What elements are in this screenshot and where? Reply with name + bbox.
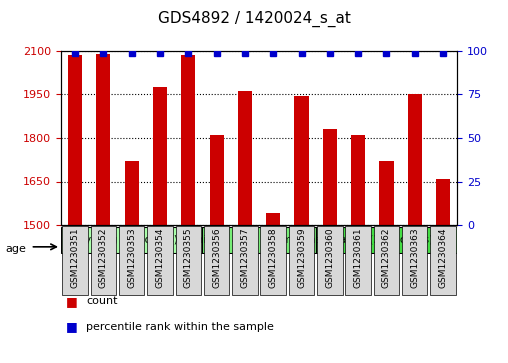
Bar	[295, 96, 309, 225]
Text: GSM1230354: GSM1230354	[155, 227, 165, 288]
FancyBboxPatch shape	[176, 226, 201, 295]
Bar	[436, 179, 450, 225]
Text: GSM1230363: GSM1230363	[410, 227, 419, 288]
Text: GSM1230358: GSM1230358	[269, 227, 278, 288]
FancyBboxPatch shape	[289, 226, 314, 295]
FancyBboxPatch shape	[374, 226, 399, 295]
Text: GSM1230360: GSM1230360	[325, 227, 334, 288]
Text: GSM1230361: GSM1230361	[354, 227, 363, 288]
FancyBboxPatch shape	[402, 226, 428, 295]
Text: ■: ■	[66, 320, 78, 333]
Bar	[323, 129, 337, 225]
FancyBboxPatch shape	[315, 227, 457, 253]
Text: young (2 months): young (2 months)	[85, 234, 178, 245]
Text: age: age	[5, 244, 26, 254]
Bar	[181, 55, 196, 225]
FancyBboxPatch shape	[147, 226, 173, 295]
FancyBboxPatch shape	[317, 226, 342, 295]
Text: GSM1230362: GSM1230362	[382, 227, 391, 288]
FancyBboxPatch shape	[61, 227, 203, 253]
FancyBboxPatch shape	[232, 226, 258, 295]
Text: aged (24 months): aged (24 months)	[340, 234, 433, 245]
Text: GSM1230355: GSM1230355	[184, 227, 193, 288]
Bar	[68, 55, 82, 225]
Text: GSM1230357: GSM1230357	[240, 227, 249, 288]
FancyBboxPatch shape	[119, 226, 144, 295]
Bar	[124, 161, 139, 225]
Bar	[153, 87, 167, 225]
Text: GSM1230351: GSM1230351	[71, 227, 80, 288]
Text: middle aged (12 months): middle aged (12 months)	[193, 234, 325, 245]
Text: GSM1230356: GSM1230356	[212, 227, 221, 288]
FancyBboxPatch shape	[430, 226, 456, 295]
Text: count: count	[86, 296, 118, 306]
FancyBboxPatch shape	[345, 226, 371, 295]
Bar	[97, 54, 111, 225]
Bar	[238, 91, 252, 225]
Bar	[379, 161, 394, 225]
FancyBboxPatch shape	[203, 227, 315, 253]
Text: GSM1230353: GSM1230353	[127, 227, 136, 288]
FancyBboxPatch shape	[91, 226, 116, 295]
Bar	[210, 135, 224, 225]
FancyBboxPatch shape	[261, 226, 286, 295]
Bar	[266, 213, 280, 225]
Text: percentile rank within the sample: percentile rank within the sample	[86, 322, 274, 332]
Text: GSM1230352: GSM1230352	[99, 227, 108, 288]
Bar	[407, 94, 422, 225]
Bar	[351, 135, 365, 225]
FancyBboxPatch shape	[204, 226, 229, 295]
FancyBboxPatch shape	[62, 226, 88, 295]
Text: GSM1230364: GSM1230364	[438, 227, 448, 288]
Text: ■: ■	[66, 295, 78, 308]
Text: GSM1230359: GSM1230359	[297, 227, 306, 288]
Text: GDS4892 / 1420024_s_at: GDS4892 / 1420024_s_at	[157, 11, 351, 27]
